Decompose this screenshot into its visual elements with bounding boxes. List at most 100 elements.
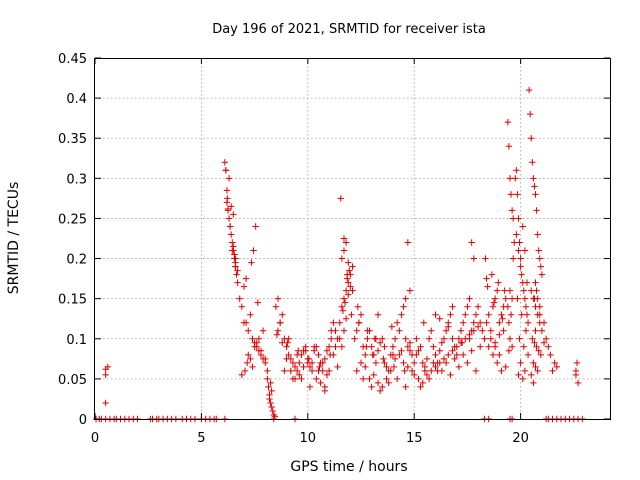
data-point	[470, 327, 478, 334]
data-point	[515, 247, 522, 254]
data-point	[474, 323, 482, 330]
data-point	[315, 351, 322, 359]
data-point	[345, 259, 352, 266]
data-point	[338, 343, 346, 350]
data-point	[362, 351, 369, 359]
data-point	[472, 311, 480, 318]
data-point	[374, 311, 382, 318]
data-point	[504, 303, 512, 310]
data-point	[574, 379, 582, 387]
data-point	[523, 279, 531, 286]
data-point	[245, 351, 252, 359]
data-point	[459, 319, 467, 326]
data-point	[336, 319, 343, 326]
data-point	[230, 211, 237, 218]
data-point	[459, 351, 467, 359]
data-point	[528, 371, 535, 379]
data-point	[388, 323, 396, 330]
data-point	[428, 367, 435, 375]
data-point	[432, 363, 439, 371]
data-point	[362, 363, 369, 371]
data-point	[411, 359, 418, 367]
data-point	[507, 311, 515, 318]
data-point	[267, 379, 274, 387]
data-point	[532, 363, 539, 371]
data-point	[315, 367, 322, 375]
data-point	[387, 367, 395, 375]
data-point	[236, 295, 243, 302]
data-point	[438, 339, 446, 346]
data-point	[430, 359, 437, 367]
data-point	[445, 351, 452, 359]
data-point	[498, 311, 505, 318]
data-point	[259, 327, 267, 334]
data-point	[485, 311, 492, 318]
data-point	[449, 303, 456, 310]
data-point	[440, 335, 448, 342]
data-point	[491, 295, 499, 302]
data-point	[268, 403, 275, 411]
data-point	[413, 351, 420, 359]
data-point	[509, 255, 517, 262]
data-point	[542, 335, 550, 342]
data-point	[300, 363, 307, 371]
gridlines	[95, 58, 610, 419]
data-point	[442, 359, 450, 367]
data-point	[524, 351, 532, 359]
data-point	[468, 347, 475, 355]
data-point	[519, 375, 526, 383]
data-point	[242, 275, 250, 282]
data-point	[470, 255, 478, 262]
data-point	[415, 375, 422, 383]
data-point	[513, 231, 520, 238]
data-point	[499, 315, 506, 322]
data-point	[317, 379, 324, 387]
data-point	[268, 387, 275, 395]
data-point	[476, 343, 484, 350]
data-point	[306, 383, 314, 391]
data-point	[357, 359, 365, 367]
data-point	[302, 347, 309, 355]
data-point	[537, 263, 545, 270]
data-point	[339, 307, 347, 314]
data-point	[366, 375, 373, 383]
data-point	[376, 387, 384, 395]
data-point	[411, 371, 418, 379]
data-point	[398, 347, 405, 355]
data-point	[379, 335, 386, 342]
data-point	[224, 205, 232, 213]
x-tick-label: 10	[300, 431, 317, 446]
data-point	[408, 367, 416, 375]
data-point	[487, 335, 495, 342]
data-point	[530, 359, 537, 367]
data-point	[393, 375, 401, 383]
data-point	[295, 347, 302, 355]
data-point	[364, 327, 371, 334]
data-point	[400, 303, 407, 310]
data-point	[337, 195, 344, 202]
data-point	[266, 395, 273, 403]
data-point	[505, 319, 513, 326]
data-point	[345, 279, 352, 286]
data-point	[532, 191, 539, 198]
data-point	[238, 371, 246, 379]
data-point	[402, 295, 409, 302]
data-point	[445, 323, 452, 330]
data-point	[428, 327, 435, 334]
data-point	[274, 327, 282, 334]
data-point	[370, 371, 377, 379]
data-point	[513, 167, 520, 174]
data-point	[419, 359, 426, 367]
data-point	[250, 247, 257, 254]
data-point	[401, 367, 408, 375]
data-point	[472, 367, 480, 375]
data-point	[305, 355, 313, 363]
data-point	[254, 299, 261, 306]
data-point	[496, 319, 503, 326]
data-point	[521, 295, 529, 302]
data-point	[267, 399, 274, 407]
data-point	[529, 159, 536, 166]
y-tick-label: 0.4	[66, 92, 87, 107]
data-point	[374, 347, 382, 355]
data-point	[325, 367, 333, 375]
